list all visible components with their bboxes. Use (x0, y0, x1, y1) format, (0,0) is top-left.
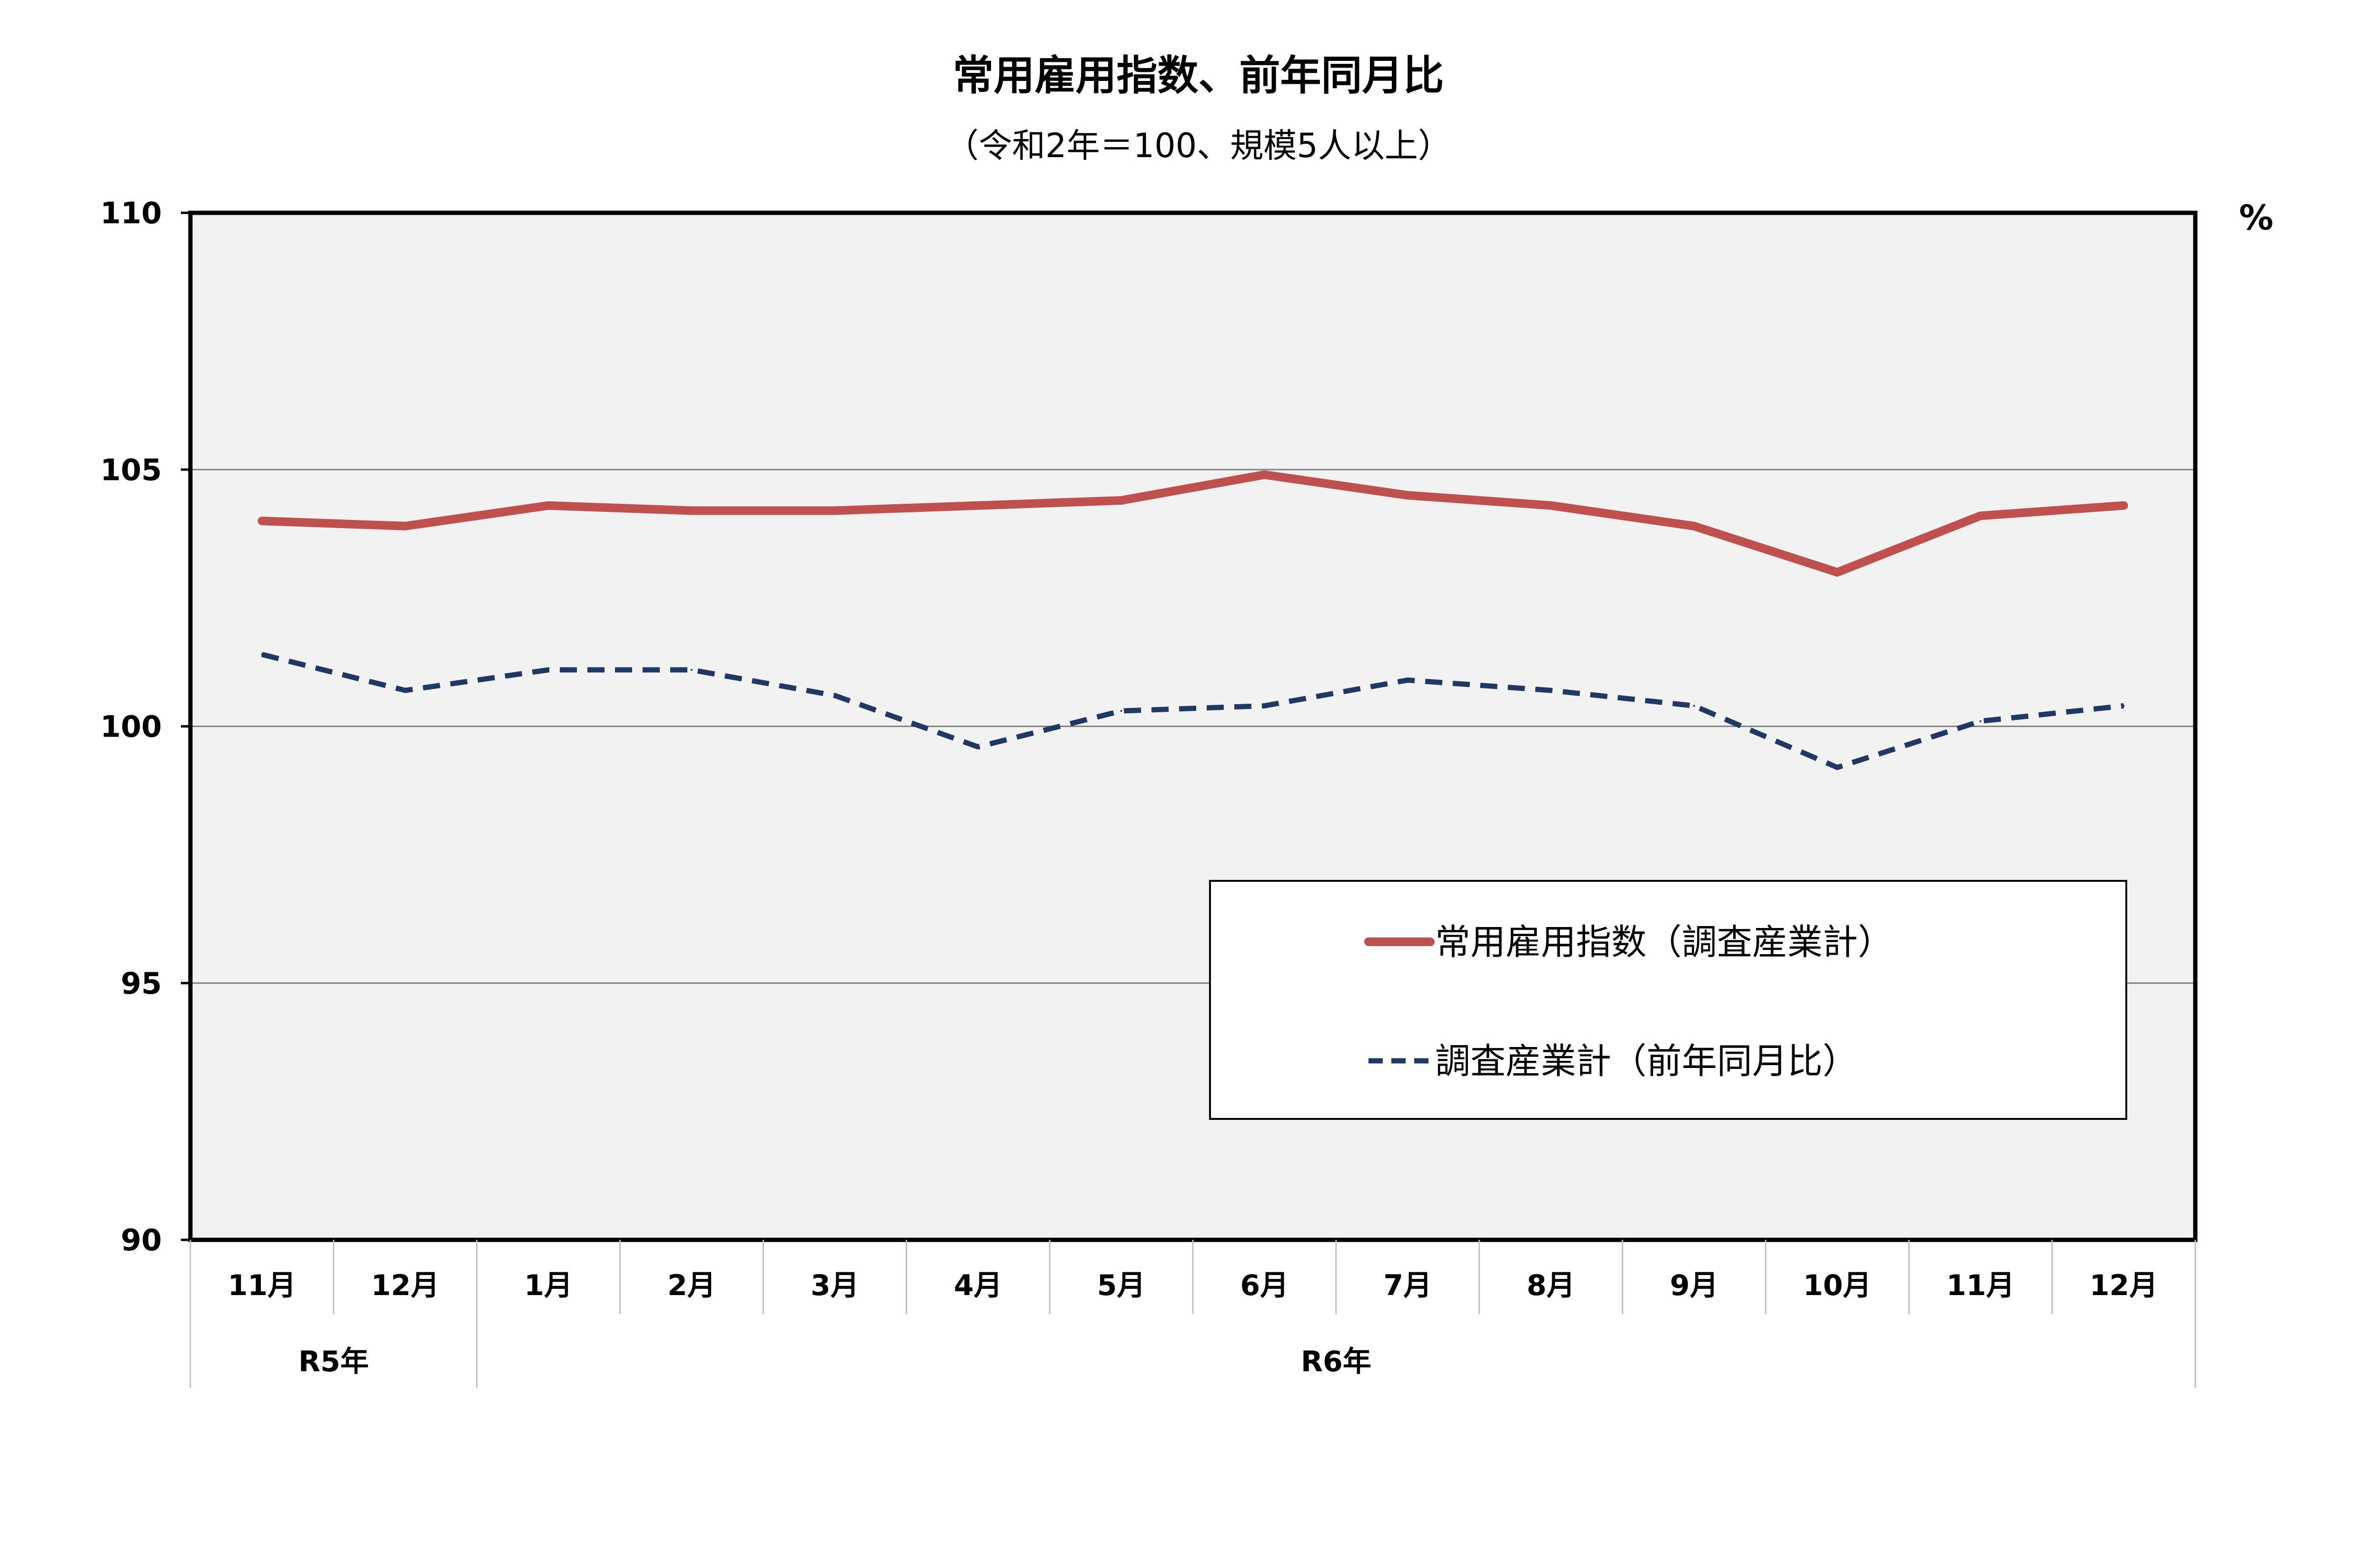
data-point (833, 694, 836, 697)
data-point (691, 509, 693, 512)
x-category-label: 7月 (1383, 1269, 1432, 1302)
data-point (691, 668, 693, 671)
legend: 常用雇用指数（調査産業計） 調査産業計（前年同月比） (1209, 880, 2127, 1120)
data-point (261, 653, 263, 656)
data-point (1836, 571, 1838, 573)
data-point (2122, 705, 2125, 707)
data-point (1120, 499, 1122, 501)
y-tick-label: 95 (121, 966, 162, 1001)
data-point (1693, 705, 1695, 707)
y-axis-ticks: 90 95 100 105 110 (100, 196, 190, 1257)
data-point (977, 746, 979, 748)
chart-title: 常用雇用指数、前年同月比 (952, 52, 1444, 100)
data-point (1550, 689, 1552, 692)
data-point (1979, 720, 1982, 722)
data-point (261, 520, 263, 522)
x-category-label: 2月 (667, 1269, 716, 1302)
x-category-label: 10月 (1803, 1269, 1872, 1302)
x-category-label: 8月 (1527, 1269, 1575, 1302)
x-category-label: 3月 (811, 1269, 859, 1302)
x-category-label: 4月 (954, 1269, 1002, 1302)
series-line-yoy (261, 652, 2124, 770)
legend-box (1209, 880, 2127, 1120)
data-point (2122, 504, 2125, 507)
y-tick-label: 100 (100, 709, 162, 744)
data-point (1263, 705, 1266, 707)
year-group-label: R5年 (298, 1345, 369, 1378)
y-tick-label: 105 (100, 452, 162, 487)
legend-label-index: 常用雇用指数（調査産業計） (1435, 922, 1893, 963)
x-category-label: 11月 (1946, 1269, 2015, 1302)
x-category-label: 1月 (524, 1269, 573, 1302)
x-axis-categories: 11月 12月 1月 2月 3月 4月 5月 6月 7月 8月 9月 10月 11月 12月 R5年 R6年 (189, 1240, 2196, 1388)
legend-label-yoy: 調査産業計（前年同月比） (1435, 1041, 1858, 1082)
year-group-label: R6年 (1301, 1345, 1371, 1378)
data-point (1407, 679, 1409, 681)
data-point (1407, 494, 1409, 497)
data-point (1979, 515, 1982, 517)
data-point (977, 504, 979, 507)
chart-subtitle: （令和2年＝100、規模5人以上） (945, 126, 1451, 165)
x-category-label: 12月 (2090, 1269, 2158, 1302)
series-line-employment-index (258, 470, 2128, 577)
data-point (1263, 474, 1266, 476)
data-point (833, 509, 836, 512)
data-point (547, 504, 550, 507)
data-point (1550, 504, 1552, 507)
x-category-label: 9月 (1670, 1269, 1718, 1302)
data-point (1836, 766, 1838, 768)
series-lines (258, 470, 2128, 770)
x-category-label: 12月 (371, 1269, 440, 1302)
unit-label: % (2239, 198, 2273, 238)
data-point (404, 525, 407, 527)
data-point (547, 668, 550, 671)
x-category-label: 5月 (1097, 1269, 1146, 1302)
x-category-label: 6月 (1240, 1269, 1289, 1302)
y-tick-label: 90 (121, 1223, 162, 1257)
x-category-label: 11月 (228, 1269, 297, 1302)
data-point (1693, 525, 1695, 527)
data-point (404, 689, 407, 692)
y-tick-label: 110 (100, 196, 162, 230)
data-point (1120, 710, 1122, 712)
